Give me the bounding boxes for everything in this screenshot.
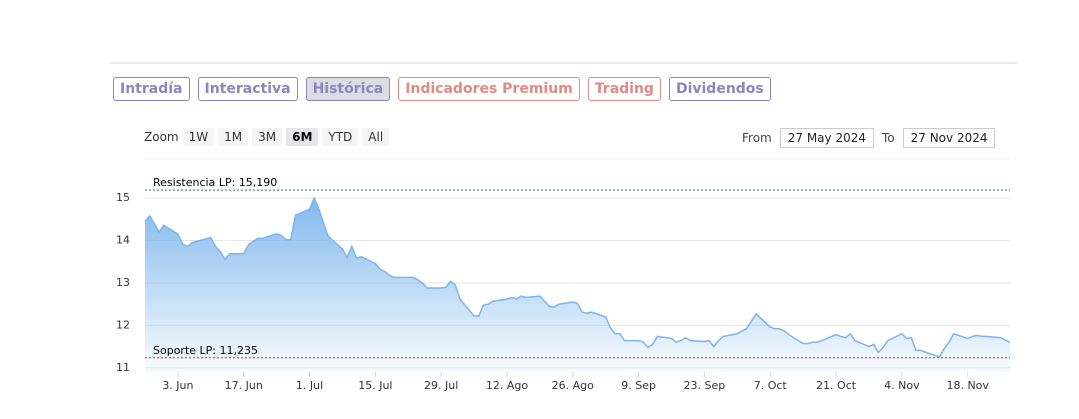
x-tick-label: 4. Nov	[884, 379, 920, 392]
y-tick-label: 15	[116, 191, 130, 204]
tab[interactable]: Trading	[587, 77, 661, 101]
x-tick-label: 3. Jun	[162, 379, 193, 392]
x-tick-label: 12. Ago	[486, 379, 528, 392]
y-tick-label: 14	[116, 234, 130, 247]
y-tick-label: 11	[116, 361, 130, 374]
y-tick-label: 13	[116, 276, 130, 289]
tab[interactable]: Interactiva	[197, 77, 298, 101]
x-tick-label: 17. Jun	[225, 379, 263, 392]
zoom-button[interactable]: 1W	[182, 128, 215, 146]
from-label: From	[742, 131, 772, 145]
tab[interactable]: Intradía	[113, 77, 190, 101]
tab[interactable]: Indicadores Premium	[398, 77, 580, 101]
x-tick-label: 29. Jul	[424, 379, 458, 392]
x-tick-label: 7. Oct	[754, 379, 788, 392]
date-range: From 27 May 2024 To 27 Nov 2024	[742, 128, 996, 148]
x-tick-label: 1. Jul	[296, 379, 323, 392]
x-tick-label: 26. Ago	[552, 379, 594, 392]
plot-line-label: Resistencia LP: 15,190	[153, 176, 277, 189]
zoom-button[interactable]: 6M	[286, 128, 319, 146]
tab[interactable]: Histórica	[305, 77, 391, 101]
to-input[interactable]: 27 Nov 2024	[902, 128, 996, 148]
zoom-button[interactable]: YTD	[322, 128, 359, 146]
from-input[interactable]: 27 May 2024	[779, 128, 874, 148]
y-tick-label: 12	[116, 318, 130, 331]
zoom-label: Zoom	[144, 130, 179, 144]
zoom-button[interactable]: 3M	[252, 128, 283, 146]
price-line	[144, 196, 1011, 358]
tab-bar: Intradía Interactiva Histórica Indicadores …	[113, 77, 771, 101]
plot-line-label: Soporte LP: 11,235	[153, 344, 258, 357]
x-tick-label: 9. Sep	[621, 379, 656, 392]
to-label: To	[881, 131, 895, 145]
zoom-button[interactable]: 1M	[218, 128, 249, 146]
x-tick-label: 21. Oct	[816, 379, 857, 392]
x-tick-label: 23. Sep	[684, 379, 726, 392]
area-fill	[145, 198, 1010, 372]
zoom-bar: Zoom 1W 1M 3M 6M YTD All	[144, 128, 390, 146]
x-tick-label: 15. Jul	[358, 379, 392, 392]
x-tick-label: 18. Nov	[946, 379, 989, 392]
zoom-button[interactable]: All	[362, 128, 390, 146]
tab[interactable]: Dividendos	[668, 77, 771, 101]
